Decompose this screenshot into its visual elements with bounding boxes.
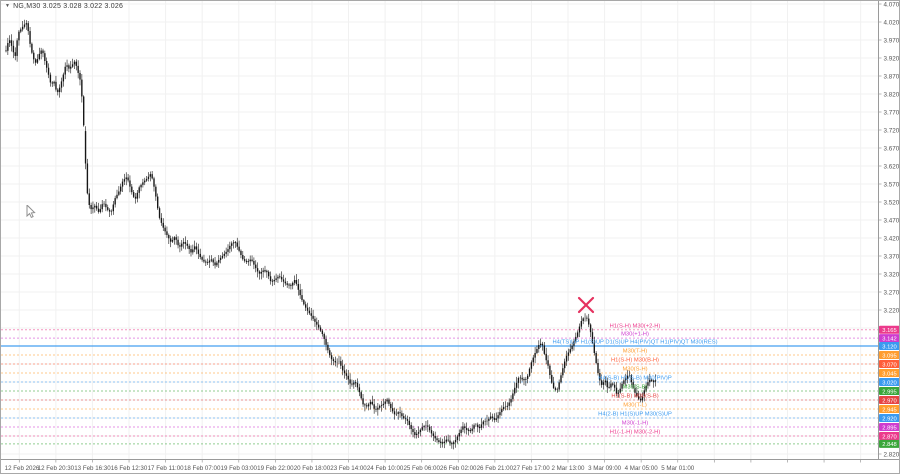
level-label: H4(S-B) H1(S-B) M30(PIV)P xyxy=(598,376,672,382)
level-badge xyxy=(879,423,899,431)
level-badge xyxy=(879,432,899,440)
level-lines xyxy=(1,329,878,445)
level-labels: H1(S-H) M30(+2-H) M30(+1-H) H4(TS)UP H1(S)… xyxy=(552,323,717,435)
level-label: M30(-1-H) xyxy=(622,421,648,427)
level-badge-price: 2.970 xyxy=(882,398,897,404)
level-badge xyxy=(879,405,899,413)
time-axis-label: 19 Feb 22:00 xyxy=(257,465,294,472)
time-axis-label: 25 Feb 06:00 xyxy=(403,465,440,472)
level-badge-price: 2.848 xyxy=(882,442,897,448)
grid xyxy=(1,1,878,459)
level-label: M30(S-B) xyxy=(623,385,648,391)
time-axis-label: 13 Feb 16:30 xyxy=(74,465,111,472)
time-axis-label: 18 Feb 07:00 xyxy=(184,465,221,472)
time-axis-label: 3 Mar 09:00 xyxy=(588,465,622,472)
level-badge xyxy=(879,439,899,448)
level-label: H1(S-B) M30(S-B) xyxy=(611,394,658,400)
price-axis-label: 3.220 xyxy=(884,307,900,314)
time-axis-label: 23 Feb 14:00 xyxy=(330,465,367,472)
time-axis-label: 16 Feb 12:30 xyxy=(111,465,148,472)
price-axis-label: 3.270 xyxy=(884,289,900,296)
level-badge-price: 3.095 xyxy=(882,353,897,359)
price-axis-label: 3.470 xyxy=(884,217,900,224)
price-axis-label: 3.520 xyxy=(884,199,900,206)
price-axis-label: 3.420 xyxy=(884,235,900,242)
level-label: H4(TS)UP H1(S)UP D1(S)UP H4(PIV)QT H1(PI… xyxy=(552,340,717,346)
time-axis-label: 2 Mar 13:00 xyxy=(551,465,585,472)
level-badge-price: 3.020 xyxy=(882,380,897,386)
price-axis-label: 3.670 xyxy=(884,145,900,152)
level-badge-price: 2.945 xyxy=(882,407,897,413)
level-badge xyxy=(879,369,899,377)
time-axis-label: 4 Mar 05:00 xyxy=(625,465,659,472)
level-badge xyxy=(879,334,899,343)
price-axis-label: 4.070 xyxy=(884,1,900,8)
level-badge-price: 3.045 xyxy=(882,371,897,377)
time-axis-label: 17 Feb 11:00 xyxy=(148,465,185,472)
level-badge-price: 2.995 xyxy=(882,389,897,395)
symbol-marker-icon: ▼ xyxy=(5,3,11,9)
level-badge-price: 2.895 xyxy=(882,425,897,431)
level-badge xyxy=(879,325,899,334)
price-axis-label: 3.620 xyxy=(884,163,900,170)
level-badge-price: 2.870 xyxy=(882,434,897,440)
price-axis-label: 4.020 xyxy=(884,19,900,26)
time-axis-label: 20 Feb 18:00 xyxy=(294,465,331,472)
price-axis-label: 3.970 xyxy=(884,37,900,44)
price-axis-label: 2.820 xyxy=(884,451,900,458)
level-badge xyxy=(879,414,899,422)
level-badge xyxy=(879,378,899,386)
level-label: H4(2-B) H1(S)UP M30(S)UP xyxy=(598,412,672,418)
time-axis-label: 24 Feb 10:00 xyxy=(367,465,404,472)
level-price-badges: 3.165 3.142 3.120 3.095 3.070 3.045 3.020 2.995… xyxy=(879,325,899,448)
level-badge xyxy=(879,396,899,404)
time-axis-label: 12 Feb 20:30 xyxy=(38,465,75,472)
price-axis-label: 3.920 xyxy=(884,55,900,62)
time-axis-label: 12 Feb 2026 xyxy=(5,465,40,472)
price-axis-label: 3.870 xyxy=(884,73,900,80)
level-badge xyxy=(879,360,899,368)
price-axis-label: 3.370 xyxy=(884,253,900,260)
level-label: M30(+1-H) xyxy=(621,332,649,338)
price-axis-label: 3.720 xyxy=(884,127,900,134)
level-badge-price: 3.165 xyxy=(882,328,897,334)
chart-title-text: NG,M30 3.025 3.028 3.022 3.026 xyxy=(13,3,124,10)
candlestick-series xyxy=(5,19,657,450)
time-axis-label: 19 Feb 03:00 xyxy=(221,465,258,472)
time-axis-label: 27 Feb 17:00 xyxy=(513,465,550,472)
level-label: H1(S-H) M30(+2-H) xyxy=(610,323,661,329)
level-label: H1(-1-H) M30(-2-H) xyxy=(610,430,661,436)
level-label: M30(T-L) xyxy=(623,403,647,409)
price-axis-label: 3.570 xyxy=(884,181,900,188)
level-label: H1(S-H) M30(B-H) xyxy=(611,358,659,364)
level-badge-price: 3.142 xyxy=(882,336,897,342)
level-badge-price: 3.070 xyxy=(882,362,897,368)
price-axis-label: 3.320 xyxy=(884,271,900,278)
time-axis-label: 5 Mar 01:00 xyxy=(661,465,695,472)
level-badge-price: 3.120 xyxy=(882,344,897,350)
level-label: M30(S-H) xyxy=(622,367,647,373)
level-badge xyxy=(879,351,899,359)
level-badge xyxy=(879,387,899,395)
level-badge-price: 2.920 xyxy=(882,416,897,422)
level-label: M30(T-H) xyxy=(623,349,648,355)
time-axis-label: 26 Feb 02:00 xyxy=(440,465,477,472)
level-badge xyxy=(879,342,899,350)
chart-title: ▼ NG,M30 3.025 3.028 3.022 3.026 xyxy=(5,3,123,10)
time-axis-label: 26 Feb 21:00 xyxy=(477,465,514,472)
mouse-cursor-icon xyxy=(26,205,36,219)
price-axis-label: 3.770 xyxy=(884,109,900,116)
price-axis-label: 3.820 xyxy=(884,91,900,98)
x-marker[interactable] xyxy=(577,296,595,314)
